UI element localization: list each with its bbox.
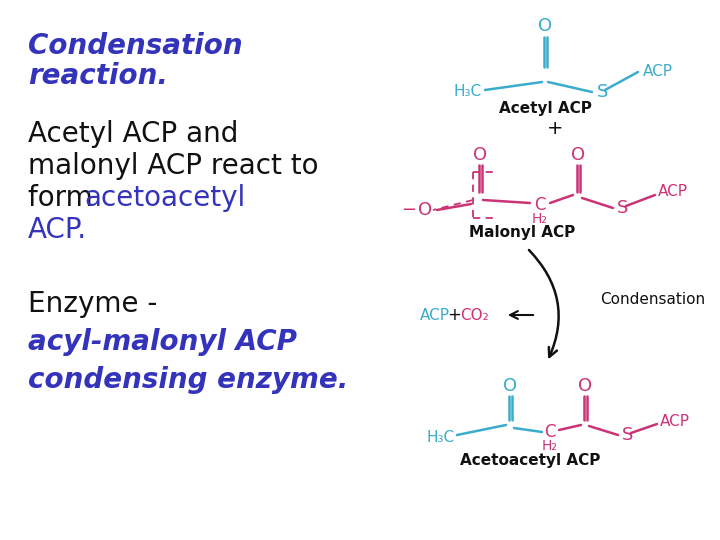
Text: O: O xyxy=(418,201,432,219)
Text: condensing enzyme.: condensing enzyme. xyxy=(28,366,348,394)
Text: malonyl ACP react to: malonyl ACP react to xyxy=(28,152,318,180)
Text: +: + xyxy=(546,118,563,138)
Text: ACP: ACP xyxy=(658,185,688,199)
Text: Acetyl ACP and: Acetyl ACP and xyxy=(28,120,238,148)
Text: H₃C: H₃C xyxy=(427,429,455,444)
Text: form: form xyxy=(28,184,102,212)
Text: C: C xyxy=(544,423,556,441)
Text: H₂: H₂ xyxy=(542,439,558,453)
Text: +: + xyxy=(447,306,461,324)
Text: Acetoacetyl ACP: Acetoacetyl ACP xyxy=(460,453,600,468)
Text: H₂: H₂ xyxy=(532,212,548,226)
Text: S: S xyxy=(597,83,608,101)
Text: Enzyme -: Enzyme - xyxy=(28,290,158,318)
Text: C: C xyxy=(534,196,546,214)
Text: O: O xyxy=(538,17,552,35)
Text: O: O xyxy=(473,146,487,164)
Text: acetoacetyl: acetoacetyl xyxy=(84,184,246,212)
Text: Condensation: Condensation xyxy=(600,293,705,307)
Text: O: O xyxy=(578,377,592,395)
Text: −: − xyxy=(401,201,416,219)
Text: O: O xyxy=(571,146,585,164)
Text: ACP: ACP xyxy=(643,64,673,79)
Text: ACP: ACP xyxy=(420,307,450,322)
Text: Condensation: Condensation xyxy=(28,32,243,60)
Text: S: S xyxy=(622,426,634,444)
Text: acyl-malonyl ACP: acyl-malonyl ACP xyxy=(28,328,297,356)
Text: O: O xyxy=(503,377,517,395)
Text: Malonyl ACP: Malonyl ACP xyxy=(469,225,575,240)
Text: CO₂: CO₂ xyxy=(460,307,489,322)
Text: Acetyl ACP: Acetyl ACP xyxy=(498,100,591,116)
Text: ACP.: ACP. xyxy=(28,216,87,244)
Text: reaction.: reaction. xyxy=(28,62,168,90)
Text: H₃C: H₃C xyxy=(454,84,482,99)
Text: S: S xyxy=(617,199,629,217)
Text: ACP: ACP xyxy=(660,414,690,429)
